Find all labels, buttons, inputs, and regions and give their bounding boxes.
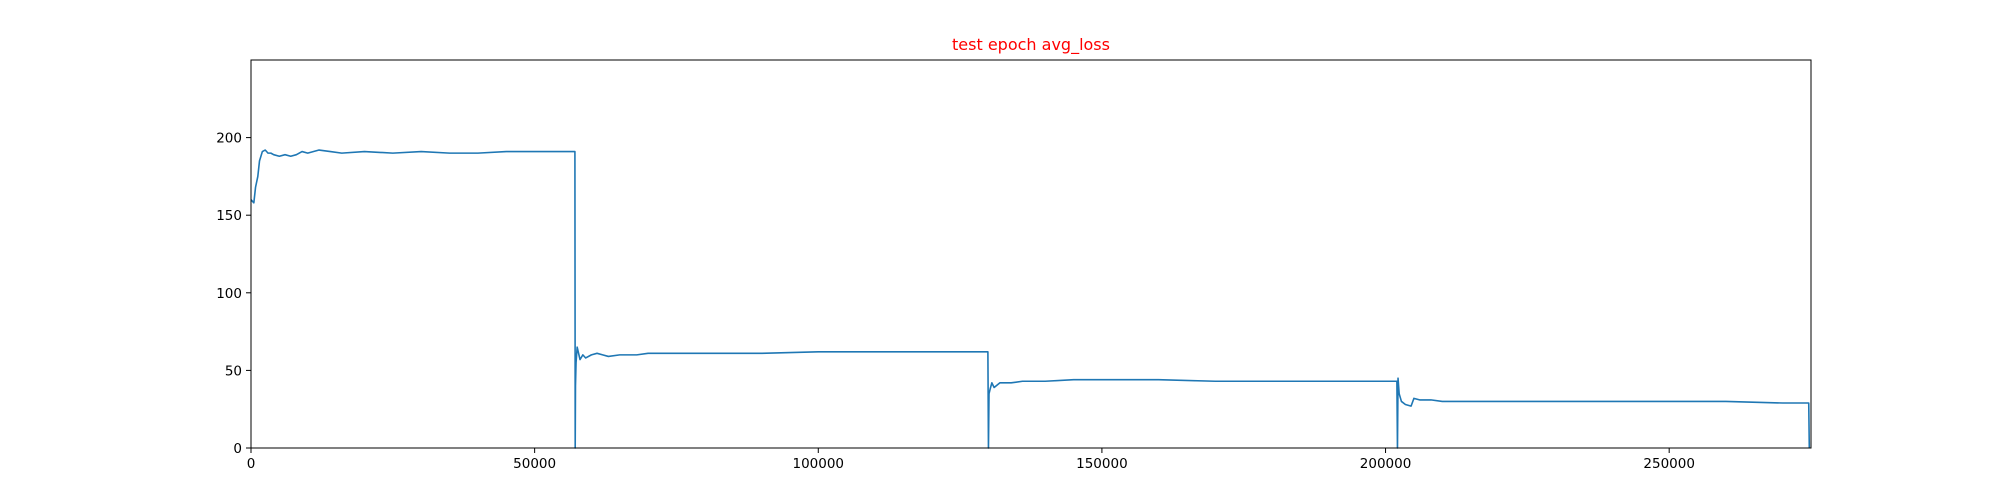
y-tick-label: 100 [216, 286, 242, 302]
x-axis: 0 50000 100000 150000 200000 250000 [247, 448, 1695, 472]
plot-area [250, 59, 1812, 449]
x-tick-label: 200000 [1360, 456, 1412, 472]
x-tick-label: 150000 [1076, 456, 1128, 472]
y-tick-label: 150 [216, 208, 242, 224]
plot-frame [250, 59, 1812, 449]
y-tick-label: 200 [216, 131, 242, 147]
y-axis: 0 50 100 150 200 [216, 131, 251, 457]
x-tick-label: 50000 [513, 456, 556, 472]
y-tick-label: 50 [225, 363, 242, 379]
y-tick-label: 0 [233, 441, 242, 457]
x-tick-label: 100000 [792, 456, 844, 472]
x-tick-label: 0 [247, 456, 256, 472]
chart-title: test epoch avg_loss [952, 35, 1110, 55]
series-line-0 [250, 149, 1811, 449]
x-tick-label: 250000 [1643, 456, 1695, 472]
